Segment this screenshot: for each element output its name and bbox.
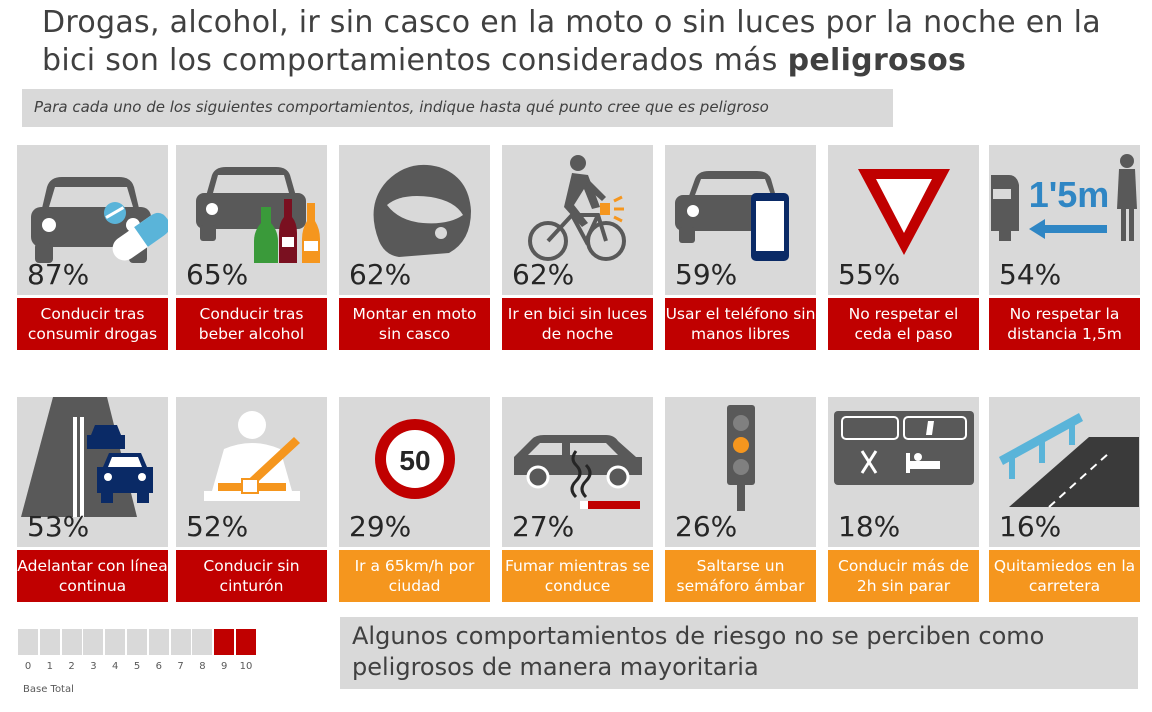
tile-percentage: 62%	[512, 258, 575, 291]
tile-label: Ir en bici sin luces de noche	[502, 298, 653, 350]
tile-label: Quitamiedos en la carretera	[989, 550, 1140, 602]
overtaking-icon	[21, 397, 153, 517]
behaviour-tile: 50 29% Ir a 65km/h por ciudad	[339, 397, 490, 602]
behaviour-tile: 1'5m 54% No respetar la distancia 1,5m	[989, 145, 1140, 350]
tile-percentage: 54%	[999, 258, 1062, 291]
tile-label: Usar el teléfono sin manos libres	[665, 298, 816, 350]
tile-percentage: 26%	[675, 510, 738, 543]
conclusion-text: Algunos comportamientos de riesgo no se …	[352, 622, 1045, 681]
scale-cell	[170, 629, 191, 655]
tile-percentage: 55%	[838, 258, 901, 291]
scale-number: 2	[68, 661, 75, 672]
car-smoke-icon	[514, 435, 642, 509]
tile-label: Ir a 65km/h por ciudad	[339, 550, 490, 602]
scale-cell	[61, 629, 82, 655]
tile-percentage: 59%	[675, 258, 738, 291]
behaviour-tile: 59% Usar el teléfono sin manos libres	[665, 145, 816, 350]
scale-number: 8	[199, 661, 206, 672]
tile-label: No respetar el ceda el paso	[828, 298, 979, 350]
scale-cell	[105, 629, 126, 655]
tile-percentage: 62%	[349, 258, 412, 291]
tile-percentage: 53%	[27, 510, 90, 543]
tile-percentage: 18%	[838, 510, 901, 543]
tile-percentage: 52%	[186, 510, 249, 543]
helmet-icon	[373, 164, 471, 257]
scale-number: 5	[133, 661, 141, 672]
tile-label: Conducir sin cinturón	[176, 550, 327, 602]
traffic-light-icon	[727, 405, 755, 511]
tile-percentage: 27%	[512, 510, 575, 543]
tile-percentage: 87%	[27, 258, 90, 291]
behaviour-tile: 27% Fumar mientras se conduce	[502, 397, 653, 602]
behaviour-tile: 87% Conducir tras consumir drogas	[17, 145, 168, 350]
question-box: Para cada uno de los siguientes comporta…	[22, 89, 893, 127]
scale-number: 1	[46, 661, 53, 672]
guardrail-icon	[999, 413, 1139, 508]
tile-label: Fumar mientras se conduce	[502, 550, 653, 602]
scale-number: 3	[90, 661, 97, 672]
car-pills-icon	[31, 177, 168, 263]
scale-cell	[214, 629, 235, 655]
scale-number: 9	[221, 661, 228, 672]
conclusion-box: Algunos comportamientos de riesgo no se …	[340, 617, 1138, 689]
scale-number: 10	[239, 661, 253, 672]
scale-cell	[39, 629, 60, 655]
behaviour-tile: 55% No respetar el ceda el paso	[828, 145, 979, 350]
behaviour-tile: 65% Conducir tras beber alcohol	[176, 145, 327, 350]
distance-label: 1'5m	[1029, 174, 1110, 215]
distance-1-5m-icon: 1'5m	[991, 154, 1137, 241]
yield-sign-icon	[858, 169, 950, 255]
tile-label: Adelantar con línea continua	[17, 550, 168, 602]
scale-cell	[18, 629, 38, 655]
tile-label: Saltarse un semáforo ámbar	[665, 550, 816, 602]
base-label: Base Total	[23, 684, 74, 695]
car-bottles-icon	[196, 167, 320, 263]
speed-limit-number: 50	[399, 445, 430, 476]
tile-percentage: 29%	[349, 510, 412, 543]
behaviour-tile: 18% Conducir más de 2h sin parar	[828, 397, 979, 602]
behaviour-tile: 53% Adelantar con línea continua	[17, 397, 168, 602]
tile-percentage: 16%	[999, 510, 1062, 543]
rest-area-icon	[834, 411, 974, 485]
scale-cell	[127, 629, 147, 655]
behaviour-tile: 52% Conducir sin cinturón	[176, 397, 327, 602]
behaviour-tile: 16% Quitamiedos en la carretera	[989, 397, 1140, 602]
speed-limit-50-icon: 50	[375, 419, 455, 499]
tile-label: Conducir tras consumir drogas	[17, 298, 168, 350]
tile-label: Conducir más de 2h sin parar	[828, 550, 979, 602]
seatbelt-icon	[204, 411, 300, 501]
scale-number: 0	[24, 661, 32, 672]
tile-percentage: 65%	[186, 258, 249, 291]
cyclist-light-icon	[528, 155, 626, 261]
behaviour-tile: 62% Ir en bici sin luces de noche	[502, 145, 653, 350]
page-title: Drogas, alcohol, ir sin casco en la moto…	[42, 5, 1101, 78]
scale-number: 6	[155, 661, 162, 672]
behaviour-tile: 26% Saltarse un semáforo ámbar	[665, 397, 816, 602]
scale-cell	[192, 629, 213, 655]
title-bold-word: peligrosos	[787, 43, 967, 78]
question-text: Para cada uno de los siguientes comporta…	[34, 98, 769, 116]
car-phone-icon	[675, 171, 789, 261]
scale-cell	[83, 629, 104, 655]
tile-label: No respetar la distancia 1,5m	[989, 298, 1140, 350]
behaviour-tile: 62% Montar en moto sin casco	[339, 145, 490, 350]
tile-label: Montar en moto sin casco	[339, 298, 490, 350]
scale-number: 4	[112, 661, 119, 672]
scale-cell	[236, 629, 256, 655]
tile-label: Conducir tras beber alcohol	[176, 298, 327, 350]
scale-cell	[148, 629, 169, 655]
scale-number: 7	[177, 661, 184, 672]
